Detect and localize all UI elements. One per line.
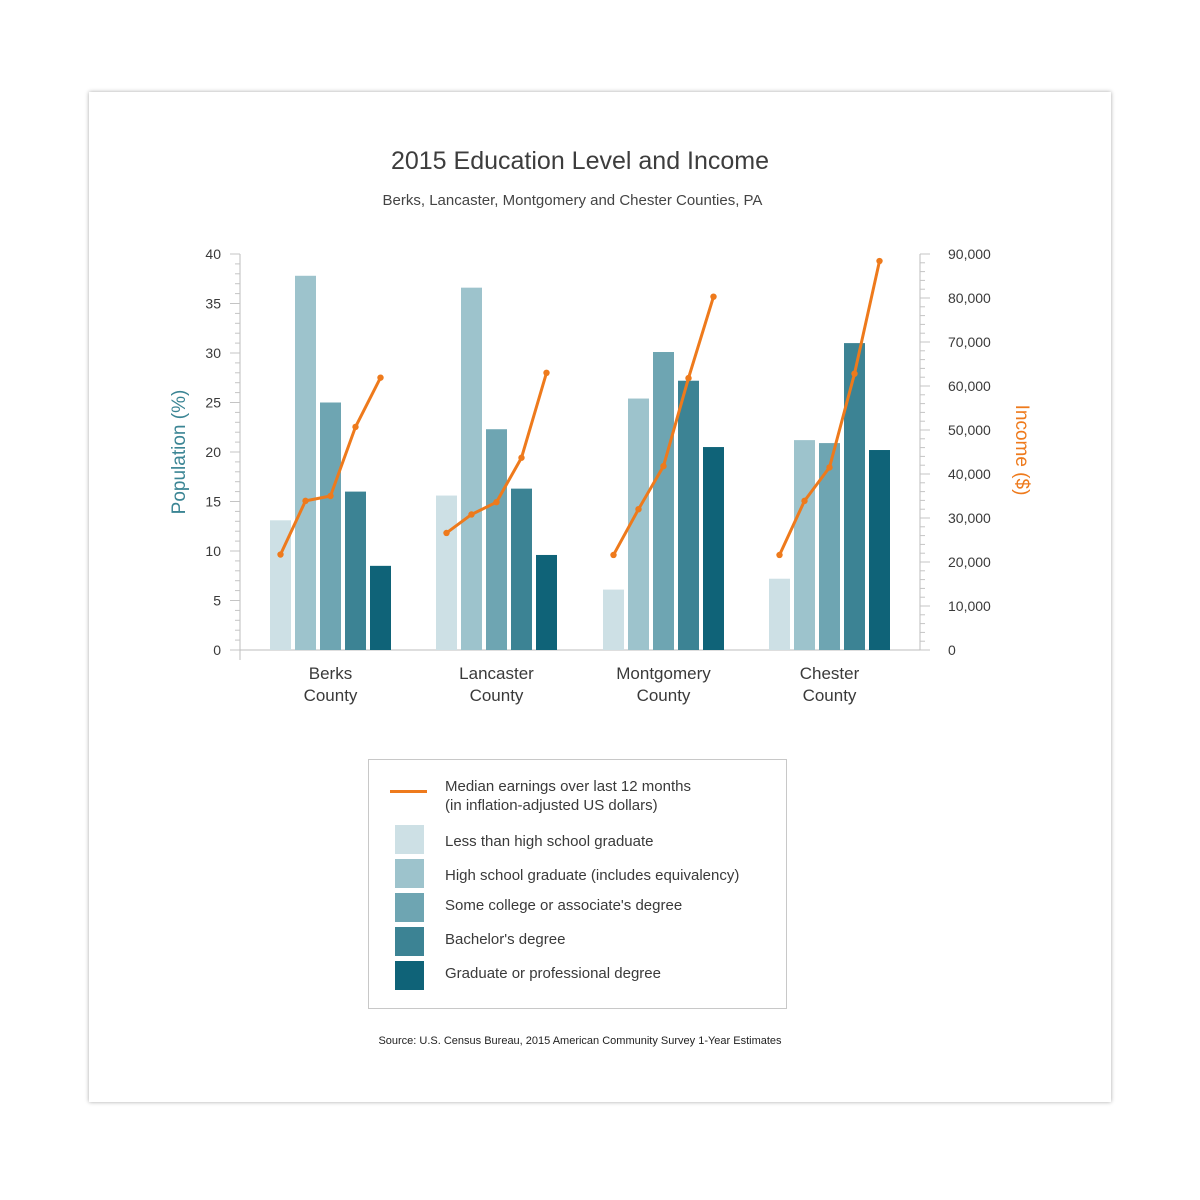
y-tick-label: 25 <box>205 395 221 411</box>
legend-swatch <box>395 825 424 854</box>
y2-tick-label: 50,000 <box>948 422 991 438</box>
y2-axis-title: Income ($) <box>1011 405 1032 496</box>
bar <box>536 554 557 650</box>
income-point <box>801 497 808 505</box>
bar <box>653 352 674 650</box>
bar <box>703 447 724 650</box>
y-tick-label: 40 <box>205 246 221 262</box>
x-tick-label: Lancaster <box>459 664 534 683</box>
bar <box>511 488 532 650</box>
bar <box>628 398 649 650</box>
x-tick-label: Berks <box>309 664 352 683</box>
legend-label: Graduate or professional degree <box>445 965 661 982</box>
legend-swatch <box>395 859 424 888</box>
legend-swatch <box>395 927 424 956</box>
y2-tick-label: 30,000 <box>948 510 991 526</box>
legend-item-some-college: Some college or associate's degree <box>369 893 786 925</box>
y2-tick-label: 10,000 <box>948 598 991 614</box>
bar <box>869 450 890 650</box>
chart-legend: Median earnings over last 12 months (in … <box>368 759 787 1009</box>
x-tick-label: Montgomery <box>616 664 711 683</box>
legend-label: Less than high school graduate <box>445 833 654 850</box>
y2-tick-label: 0 <box>948 642 956 658</box>
chart-subtitle: Berks, Lancaster, Montgomery and Chester… <box>382 192 763 209</box>
legend-line-swatch <box>390 790 427 793</box>
y-tick-label: 20 <box>205 444 221 460</box>
bar <box>270 520 291 650</box>
legend-item-hs-graduate: High school graduate (includes equivalen… <box>369 859 786 891</box>
legend-label: Bachelor's degree <box>445 931 566 948</box>
legend-item-bachelors: Bachelor's degree <box>369 927 786 959</box>
bar <box>678 380 699 650</box>
income-point <box>443 529 450 537</box>
bar <box>345 491 366 650</box>
y-tick-label: 35 <box>205 296 221 312</box>
legend-swatch <box>395 961 424 990</box>
legend-label-line2: (in inflation-adjusted US dollars) <box>445 797 658 814</box>
legend-swatch <box>395 893 424 922</box>
income-point <box>468 511 475 518</box>
income-point <box>660 462 667 470</box>
y2-tick-label: 20,000 <box>948 554 991 570</box>
income-point <box>302 497 309 505</box>
x-tick-label: Chester <box>800 664 860 683</box>
x-tick-label: County <box>470 686 524 705</box>
y2-tick-label: 70,000 <box>948 334 991 350</box>
y2-tick-label: 80,000 <box>948 290 991 306</box>
legend-label: Median earnings over last 12 months (in … <box>445 777 691 815</box>
bar <box>436 495 457 650</box>
y-tick-label: 30 <box>205 345 221 361</box>
income-point <box>518 454 525 461</box>
income-point <box>377 374 384 381</box>
bar <box>819 443 840 650</box>
bar <box>603 589 624 650</box>
y2-tick-label: 40,000 <box>948 466 991 482</box>
chart-title: 2015 Education Level and Income <box>390 147 770 175</box>
income-point <box>493 498 500 506</box>
income-point <box>851 370 858 377</box>
y-tick-label: 15 <box>205 494 221 510</box>
income-point <box>776 551 783 559</box>
income-point <box>685 374 692 382</box>
legend-item-graduate: Graduate or professional degree <box>369 961 786 993</box>
income-point <box>327 492 334 500</box>
legend-item-less-than-hs: Less than high school graduate <box>369 825 786 857</box>
legend-label: High school graduate (includes equivalen… <box>445 867 740 884</box>
income-point <box>876 257 883 265</box>
bar <box>844 343 865 650</box>
bar <box>295 275 316 650</box>
source-note: Source: U.S. Census Bureau, 2015 America… <box>378 1035 782 1047</box>
income-point <box>352 423 359 431</box>
x-tick-label: County <box>803 686 857 705</box>
bar <box>320 402 341 650</box>
y2-tick-label: 60,000 <box>948 378 991 394</box>
bar <box>769 578 790 650</box>
income-point <box>635 506 642 513</box>
bar <box>486 429 507 650</box>
legend-label: Some college or associate's degree <box>445 897 683 914</box>
income-point <box>543 369 550 376</box>
bar <box>794 440 815 650</box>
y-tick-label: 0 <box>213 642 221 658</box>
y-tick-label: 10 <box>205 543 221 559</box>
x-tick-label: County <box>304 686 358 705</box>
income-point <box>277 551 284 558</box>
legend-item-median-earnings: Median earnings over last 12 months (in … <box>369 760 786 820</box>
bar <box>461 287 482 650</box>
x-tick-label: County <box>637 686 691 705</box>
y-tick-label: 5 <box>213 593 221 609</box>
income-point <box>710 293 717 300</box>
bar <box>370 565 391 650</box>
y2-tick-label: 90,000 <box>948 246 991 262</box>
income-point <box>826 464 833 471</box>
legend-label-line1: Median earnings over last 12 months <box>445 778 691 795</box>
income-point <box>610 551 617 559</box>
y-axis-title: Population (%) <box>169 390 190 515</box>
